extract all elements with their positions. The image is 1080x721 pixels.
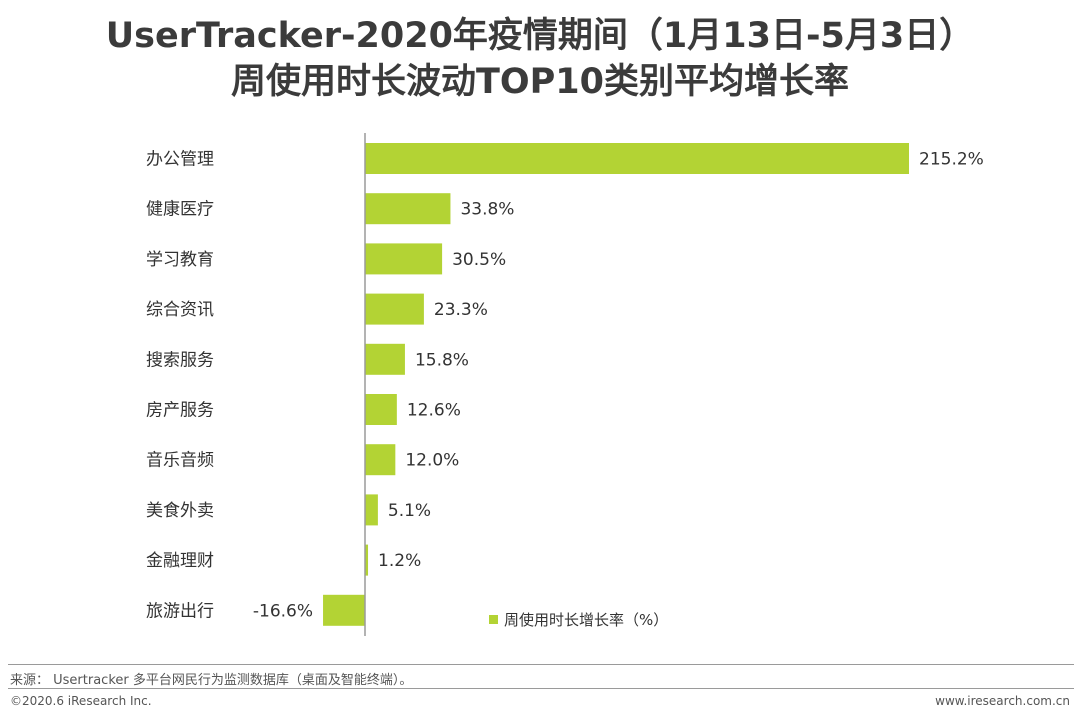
legend-swatch [489, 615, 498, 624]
bar-chart: 办公管理 215.2% 健康医疗 33.8% 学习教育 30.5% 综合资讯 23.3% 搜索服… [146, 133, 984, 636]
category-label: 办公管理 [146, 150, 214, 170]
category-label: 音乐音频 [146, 451, 214, 471]
bar-5 [365, 343, 405, 375]
value-label: 12.6% [407, 401, 461, 421]
footer-divider-bottom [8, 688, 1074, 689]
website-link[interactable]: www.iresearch.com.cn [935, 694, 1070, 708]
copyright: ©2020.6 iResearch Inc. [10, 694, 152, 708]
category-label: 旅游出行 [146, 601, 214, 621]
legend-label: 周使用时长增长率（%） [504, 611, 668, 629]
bar-6 [365, 394, 397, 425]
category-label: 房产服务 [146, 401, 214, 421]
chart-title-line2: 周使用时长波动TOP10类别平均增长率 [231, 62, 849, 102]
category-label: 综合资讯 [146, 300, 214, 320]
source-note: 来源： Usertracker 多平台网民行为监测数据库（桌面及智能终端）。 [10, 673, 413, 688]
category-label: 金融理财 [146, 551, 214, 571]
bar-10 [323, 594, 365, 626]
chart-title-line1: UserTracker-2020年疫情期间（1月13日-5月3日） [105, 16, 975, 56]
bar-7 [365, 444, 396, 476]
value-label: 1.2% [378, 551, 421, 571]
value-label: 12.0% [405, 451, 459, 471]
category-label: 美食外卖 [146, 501, 214, 521]
category-label: 学习教育 [146, 250, 214, 270]
bar-2 [365, 193, 451, 225]
category-label: 搜索服务 [146, 350, 214, 370]
bar-1 [365, 143, 909, 174]
bar-4 [365, 293, 424, 325]
value-label: 23.3% [434, 300, 488, 320]
category-label: 健康医疗 [146, 200, 214, 220]
footer-divider-top [8, 664, 1074, 665]
value-label: 15.8% [415, 350, 469, 370]
value-label: 5.1% [388, 501, 431, 521]
bar-8 [365, 494, 378, 526]
value-label: 30.5% [452, 250, 506, 270]
bar-3 [365, 243, 443, 275]
value-label: -16.6% [253, 601, 313, 621]
value-label: 215.2% [919, 150, 984, 170]
value-label: 33.8% [460, 200, 514, 220]
bar-9 [365, 544, 369, 576]
